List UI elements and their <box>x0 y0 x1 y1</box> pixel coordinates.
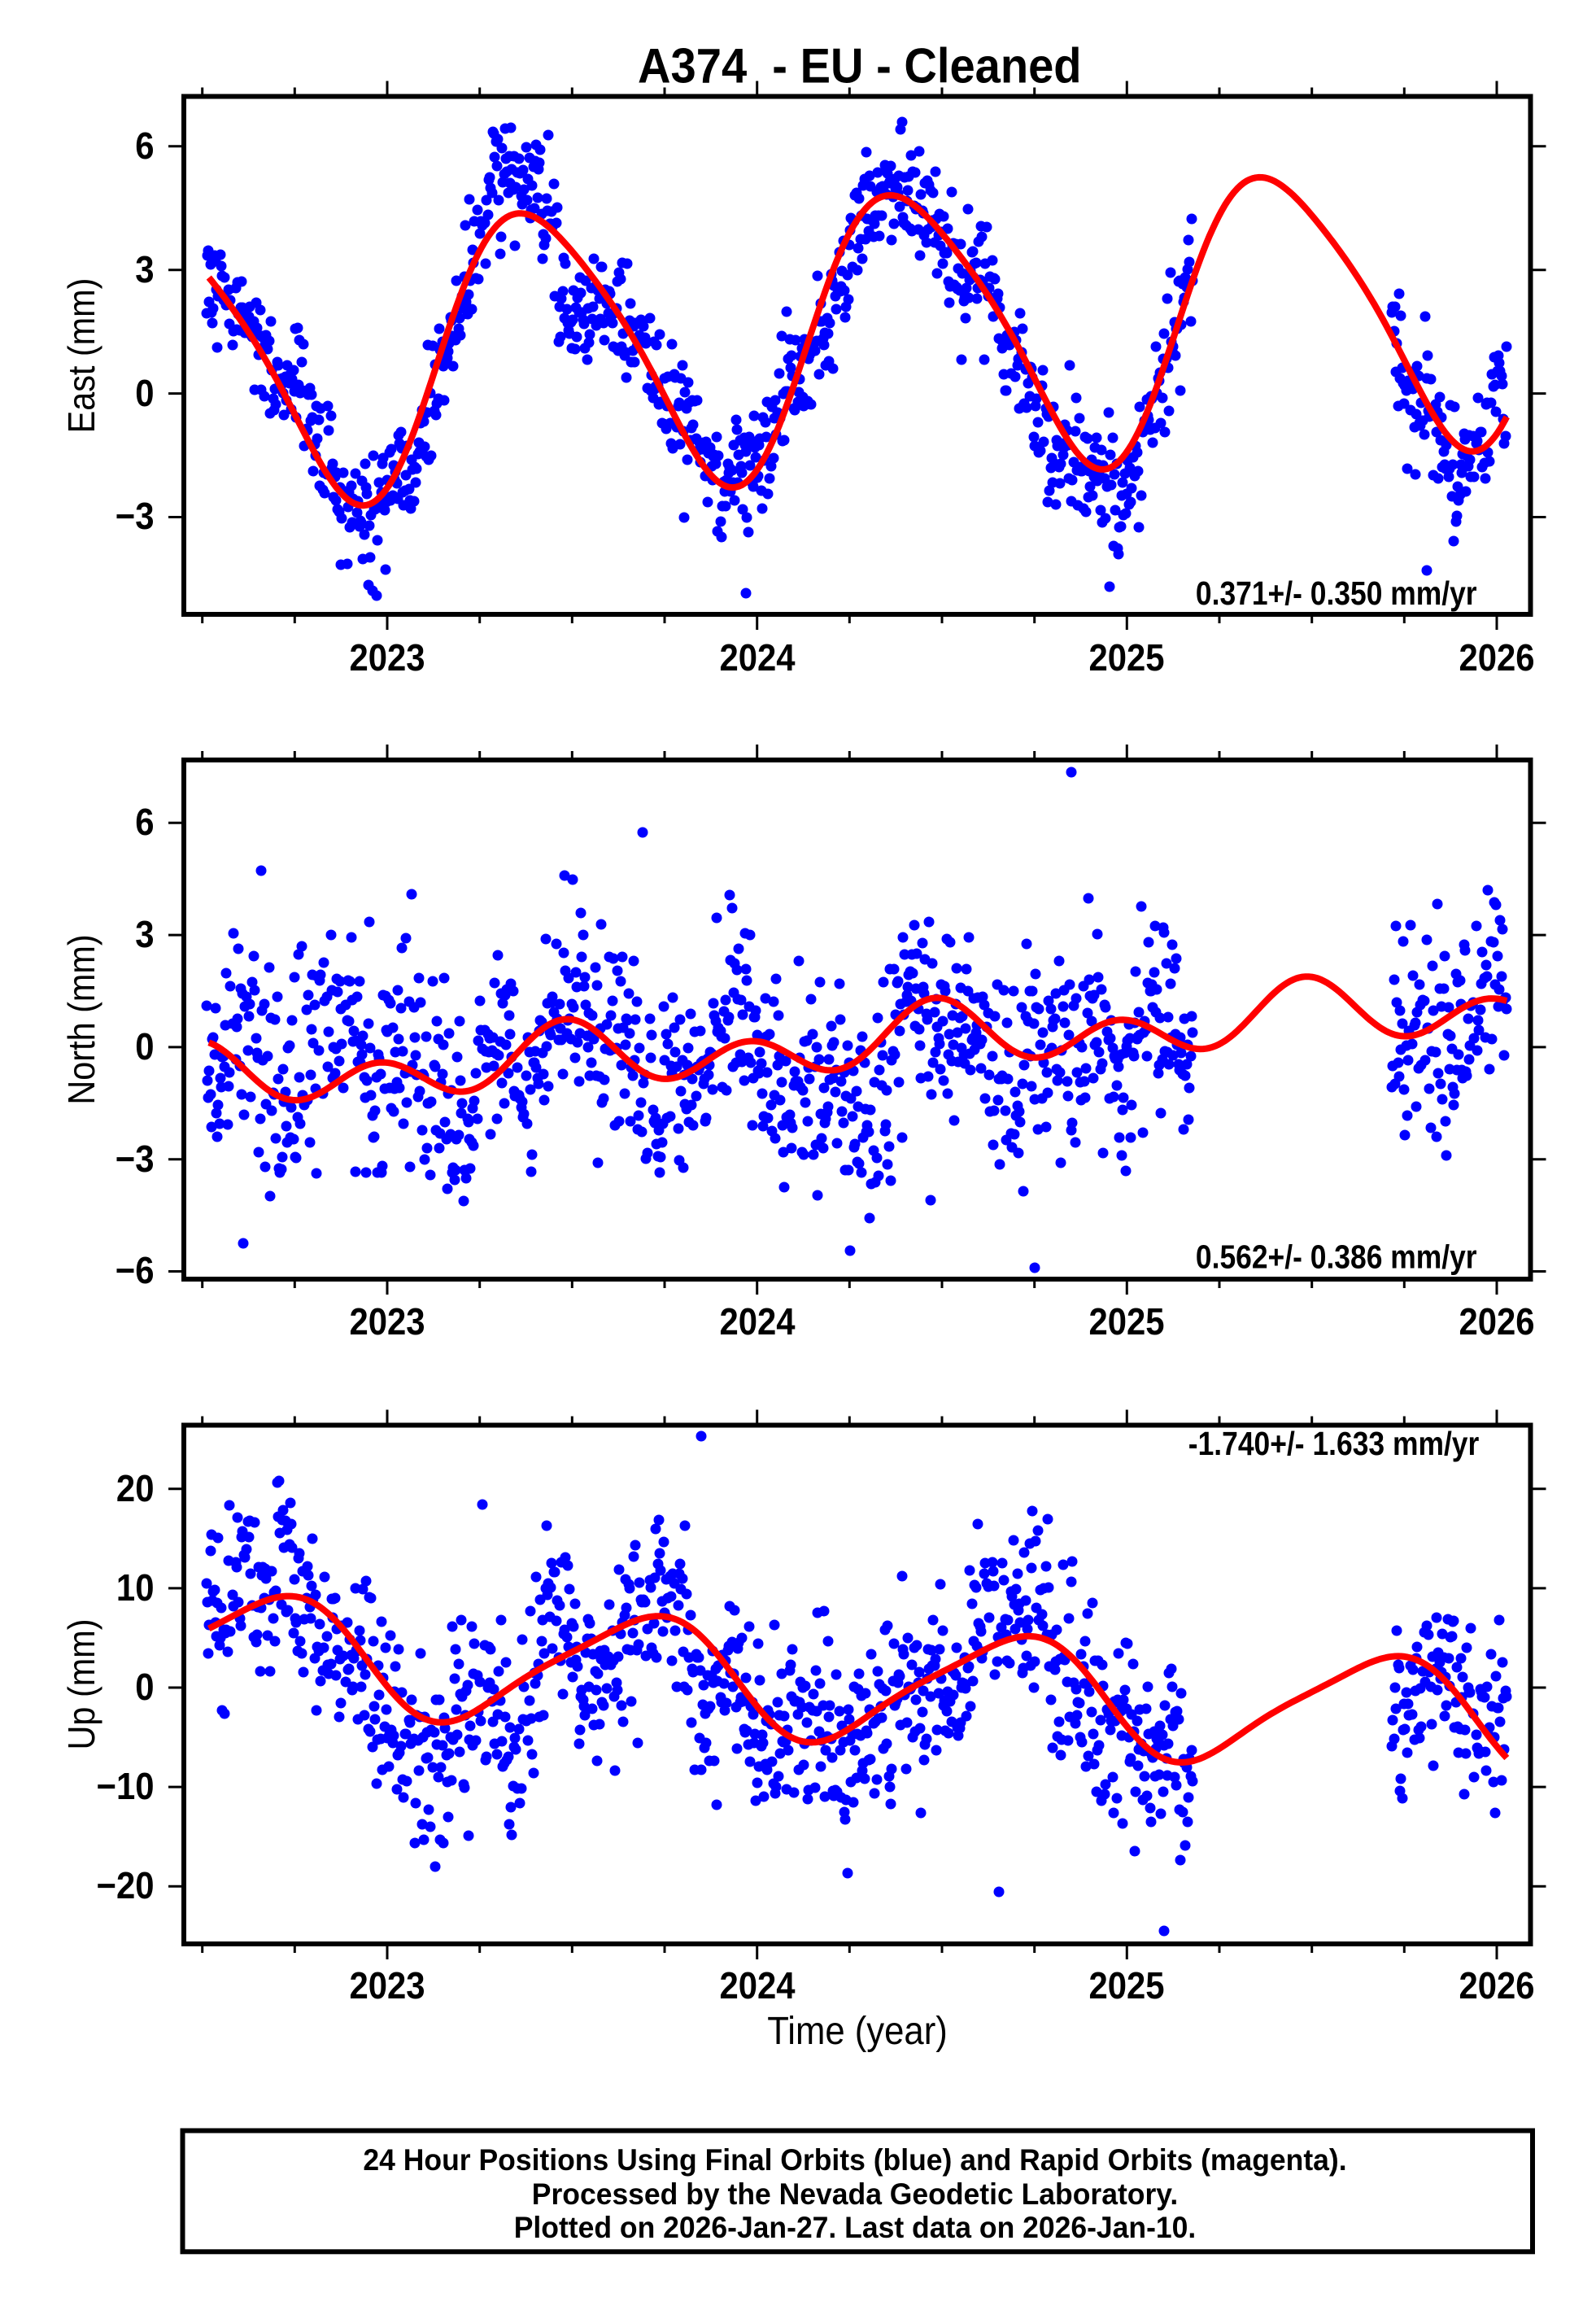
svg-text:24 Hour Positions Using Final: 24 Hour Positions Using Final Orbits (bl… <box>363 2142 1346 2177</box>
svg-text:2024: 2024 <box>719 1965 796 2007</box>
svg-text:2023: 2023 <box>349 1301 425 1343</box>
svg-text:10: 10 <box>116 1567 155 1609</box>
svg-text:3: 3 <box>135 914 154 955</box>
svg-text:Up (mm): Up (mm) <box>61 1619 103 1750</box>
svg-text:−3: −3 <box>116 1138 155 1180</box>
svg-text:20: 20 <box>116 1468 155 1509</box>
svg-text:−20: −20 <box>96 1865 154 1906</box>
svg-text:0: 0 <box>135 1026 154 1068</box>
svg-text:0.562+/- 0.386 mm/yr: 0.562+/- 0.386 mm/yr <box>1196 1239 1477 1276</box>
svg-text:2024: 2024 <box>719 1301 796 1343</box>
svg-text:2025: 2025 <box>1088 1965 1164 2007</box>
svg-text:Processed by the Nevada Geodet: Processed by the Nevada Geodetic Laborat… <box>532 2177 1178 2211</box>
svg-text:−3: −3 <box>116 496 155 537</box>
svg-text:-1.740+/- 1.633 mm/yr: -1.740+/- 1.633 mm/yr <box>1188 1426 1480 1463</box>
svg-text:East (mm): East (mm) <box>61 278 103 434</box>
svg-text:0: 0 <box>135 1666 154 1708</box>
svg-text:2025: 2025 <box>1088 1301 1164 1343</box>
svg-text:−10: −10 <box>96 1766 154 1807</box>
svg-text:2025: 2025 <box>1088 637 1164 679</box>
svg-text:3: 3 <box>135 249 154 290</box>
svg-text:2026: 2026 <box>1459 1965 1534 2007</box>
svg-text:A374 - EU - Cleaned: A374 - EU - Cleaned <box>638 39 1082 94</box>
svg-text:−6: −6 <box>116 1250 155 1291</box>
svg-text:6: 6 <box>135 801 154 843</box>
svg-text:North (mm): North (mm) <box>61 934 103 1104</box>
svg-text:2023: 2023 <box>349 1965 425 2007</box>
svg-text:2026: 2026 <box>1459 1301 1534 1343</box>
svg-text:0: 0 <box>135 373 154 414</box>
svg-text:2023: 2023 <box>349 637 425 679</box>
svg-text:2024: 2024 <box>719 637 796 679</box>
svg-text:6: 6 <box>135 125 154 167</box>
svg-text:0.371+/- 0.350 mm/yr: 0.371+/- 0.350 mm/yr <box>1196 576 1477 613</box>
svg-text:Plotted on 2026-Jan-27. Last d: Plotted on 2026-Jan-27. Last data on 202… <box>514 2210 1197 2244</box>
svg-text:2026: 2026 <box>1459 637 1534 679</box>
svg-text:Time (year): Time (year) <box>767 2008 948 2052</box>
